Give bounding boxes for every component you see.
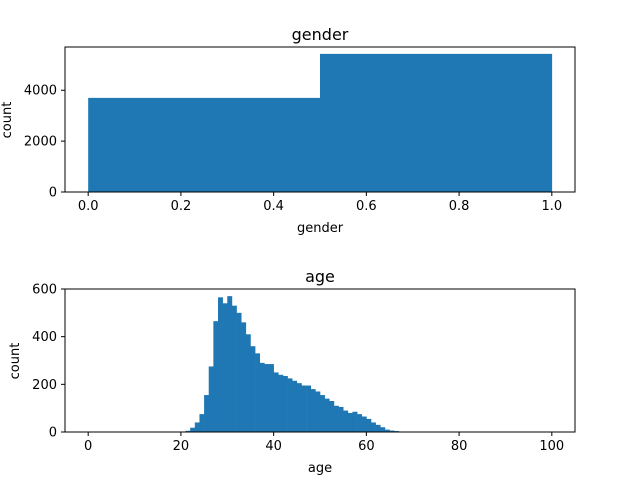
age-bar bbox=[343, 410, 349, 432]
age-x-tick-label: 80 bbox=[451, 439, 468, 454]
gender-subplot: gender 0.0 0.2 0.4 0.6 0.8 1.0 0 2000 4000 gend… bbox=[0, 25, 576, 236]
age-bar bbox=[310, 389, 316, 432]
age-bar bbox=[320, 395, 325, 432]
age-bar bbox=[296, 383, 302, 432]
age-bar bbox=[375, 424, 381, 432]
age-bar bbox=[204, 395, 210, 432]
age-bar bbox=[389, 430, 395, 432]
age-y-ticks: 0 200 400 600 bbox=[32, 283, 65, 441]
age-bar bbox=[273, 372, 279, 432]
gender-y-tick-label: 0 bbox=[49, 186, 57, 201]
gender-x-tick-label: 1.0 bbox=[541, 199, 562, 214]
gender-y-ticks: 0 2000 4000 bbox=[24, 84, 65, 201]
age-x-tick-label: 60 bbox=[358, 439, 375, 454]
gender-y-axis-label: count bbox=[0, 102, 15, 139]
gender-x-tick-label: 0.6 bbox=[356, 199, 377, 214]
age-bar bbox=[333, 405, 339, 432]
age-bar bbox=[361, 416, 367, 432]
age-bar bbox=[315, 391, 321, 432]
age-subplot: age 0 20 40 60 80 100 0 200 400 600 age count bbox=[8, 267, 576, 476]
age-bar bbox=[218, 297, 223, 432]
age-x-tick-label: 20 bbox=[173, 439, 190, 454]
gender-x-tick-label: 0.0 bbox=[78, 199, 99, 214]
gender-x-axis-label: gender bbox=[297, 221, 344, 236]
gender-x-tick-label: 0.4 bbox=[263, 199, 284, 214]
age-bar bbox=[190, 427, 196, 432]
gender-bar bbox=[320, 53, 553, 193]
age-bar bbox=[185, 430, 191, 432]
age-bar bbox=[380, 427, 386, 432]
age-bar bbox=[292, 380, 298, 432]
gender-x-ticks: 0.0 0.2 0.4 0.6 0.8 1.0 bbox=[78, 192, 562, 214]
age-bar bbox=[278, 374, 284, 432]
gender-y-tick-label: 2000 bbox=[24, 135, 57, 150]
age-x-tick-label: 0 bbox=[84, 439, 92, 454]
age-bar bbox=[241, 322, 247, 432]
age-bar bbox=[227, 296, 233, 432]
age-bar bbox=[269, 364, 274, 432]
age-bar bbox=[213, 321, 219, 432]
gender-y-tick-label: 4000 bbox=[24, 84, 57, 99]
age-bar bbox=[199, 414, 205, 433]
age-bar bbox=[245, 334, 251, 432]
age-chart-title: age bbox=[305, 267, 335, 286]
age-bar bbox=[282, 375, 288, 432]
age-bar bbox=[250, 346, 256, 432]
gender-x-tick-label: 0.2 bbox=[171, 199, 192, 214]
gender-bar bbox=[88, 97, 321, 192]
age-bar bbox=[338, 406, 344, 432]
age-x-axis-label: age bbox=[308, 461, 332, 476]
age-y-tick-label: 600 bbox=[32, 283, 57, 298]
age-y-axis-label: count bbox=[8, 343, 23, 380]
age-bar bbox=[264, 364, 270, 432]
age-bar bbox=[194, 422, 200, 432]
age-bar bbox=[231, 305, 237, 432]
age-bar bbox=[259, 362, 265, 432]
gender-chart-title: gender bbox=[292, 25, 349, 44]
age-y-tick-label: 400 bbox=[32, 330, 57, 345]
age-bar bbox=[306, 385, 312, 432]
age-bar bbox=[287, 378, 293, 433]
age-x-tick-label: 40 bbox=[265, 439, 282, 454]
age-bar bbox=[236, 312, 242, 432]
gender-bars bbox=[88, 53, 553, 193]
age-bar bbox=[352, 411, 358, 432]
age-bar bbox=[208, 366, 214, 432]
age-bar bbox=[222, 303, 228, 432]
age-bar bbox=[347, 412, 353, 432]
age-y-tick-label: 0 bbox=[49, 426, 57, 441]
age-x-ticks: 0 20 40 60 80 100 bbox=[84, 432, 564, 454]
age-bar bbox=[357, 414, 363, 433]
gender-axes-frame bbox=[64, 46, 576, 193]
age-bar bbox=[384, 429, 390, 432]
age-bar bbox=[371, 422, 376, 432]
age-bar bbox=[329, 401, 335, 432]
age-bar bbox=[301, 385, 307, 432]
gender-x-tick-label: 0.8 bbox=[449, 199, 470, 214]
age-bar bbox=[324, 398, 330, 432]
age-x-tick-label: 100 bbox=[539, 439, 564, 454]
age-bar bbox=[255, 353, 261, 432]
age-axes-frame bbox=[64, 288, 576, 433]
age-y-tick-label: 200 bbox=[32, 378, 57, 393]
age-bar bbox=[366, 418, 372, 432]
age-bars bbox=[180, 296, 409, 433]
